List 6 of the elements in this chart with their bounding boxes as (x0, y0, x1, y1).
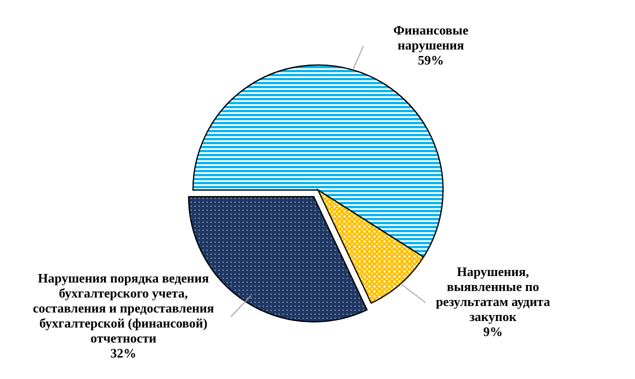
data-label: 59% (418, 52, 444, 68)
slice-label: Финансовые нарушения (393, 22, 469, 52)
slice-label: Нарушения, выявленные по результатам аудита закупок (436, 264, 551, 324)
slice-label: Нарушения порядка ведения бухгалтерского учета, составления и предоставления бухгалтерской (финансовой) отчетности (32, 270, 214, 346)
data-label: 9% (483, 324, 503, 340)
data-label: 32% (110, 346, 136, 361)
